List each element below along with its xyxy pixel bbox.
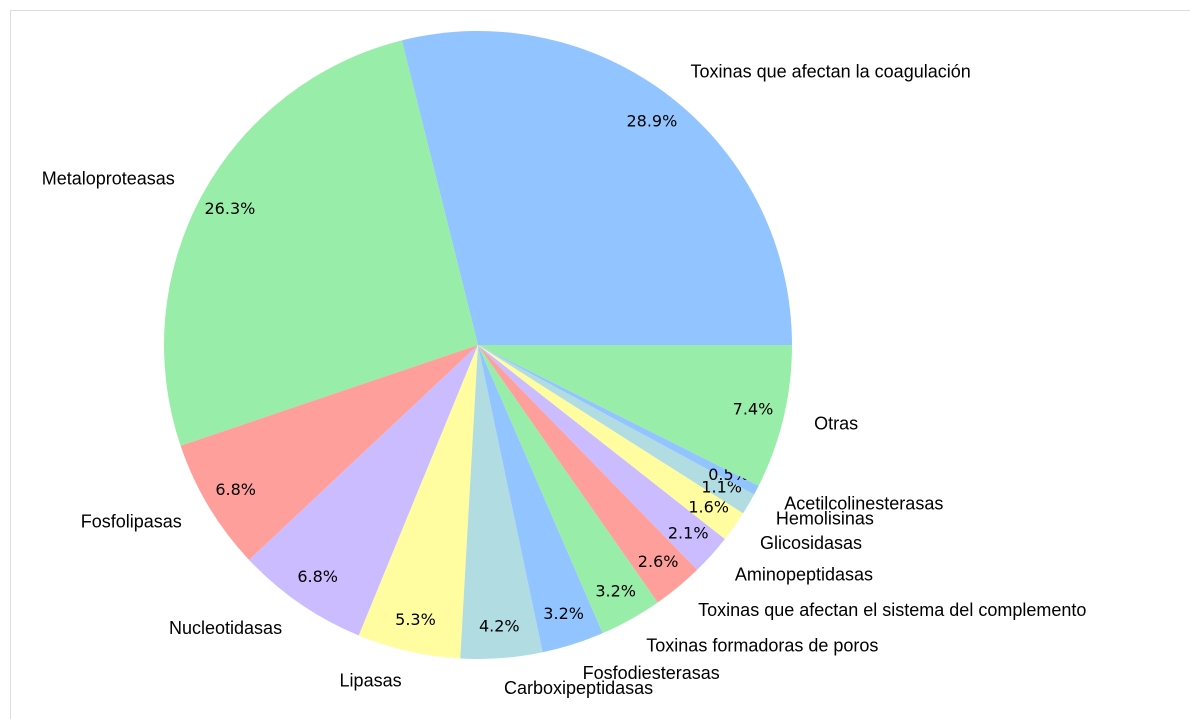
pie-slice	[249, 345, 478, 636]
percent-label: 3.2%	[543, 604, 584, 623]
slice-label: Aminopeptidasas	[735, 565, 873, 585]
pie-slice	[478, 345, 755, 514]
percent-label: 4.2%	[479, 616, 520, 635]
slice-label: Acetilcolinesterasas	[784, 493, 943, 513]
percent-label: 2.6%	[638, 552, 679, 571]
pie-slice	[478, 345, 725, 570]
percent-label: 1.6%	[688, 498, 729, 517]
pie-slice	[478, 345, 792, 486]
pie-slice	[401, 30, 792, 345]
slice-label: Fosfolipasas	[81, 511, 182, 531]
percent-label: 6.8%	[215, 480, 256, 499]
percent-label: 3.2%	[595, 581, 636, 600]
slice-label: Fosfodiesterasas	[583, 663, 720, 683]
slice-label: Toxinas que afectan la coagulación	[691, 61, 971, 81]
percent-label: 26.3%	[205, 199, 256, 218]
pie-slice	[478, 345, 759, 495]
percent-label: 6.8%	[297, 567, 338, 586]
slice-label: Glicosidasas	[760, 533, 862, 553]
pie-slice	[180, 345, 478, 560]
percent-label: 2.1%	[668, 523, 709, 542]
pie-slice	[478, 345, 603, 653]
percent-label: 5.3%	[395, 610, 436, 629]
slice-label: Otras	[814, 413, 858, 433]
pie-slice	[460, 345, 543, 659]
percent-label: 28.9%	[626, 112, 677, 131]
pie-slice	[478, 345, 658, 634]
slice-label: Lipasas	[340, 671, 402, 691]
slice-label: Metaloproteasas	[42, 168, 175, 188]
pie-slice	[358, 345, 478, 659]
pie-slice	[478, 345, 744, 540]
slice-label: Carboxipeptidasas	[504, 678, 653, 698]
slice-label: Hemolisinas	[776, 509, 874, 529]
slice-label: Toxinas formadoras de poros	[646, 635, 878, 655]
pie-slice	[164, 40, 478, 446]
percent-label: 7.4%	[733, 400, 774, 419]
pie-slice	[478, 345, 698, 603]
slice-label: Toxinas que afectan el sistema del compl…	[698, 600, 1086, 620]
slice-label: Nucleotidasas	[169, 618, 282, 638]
